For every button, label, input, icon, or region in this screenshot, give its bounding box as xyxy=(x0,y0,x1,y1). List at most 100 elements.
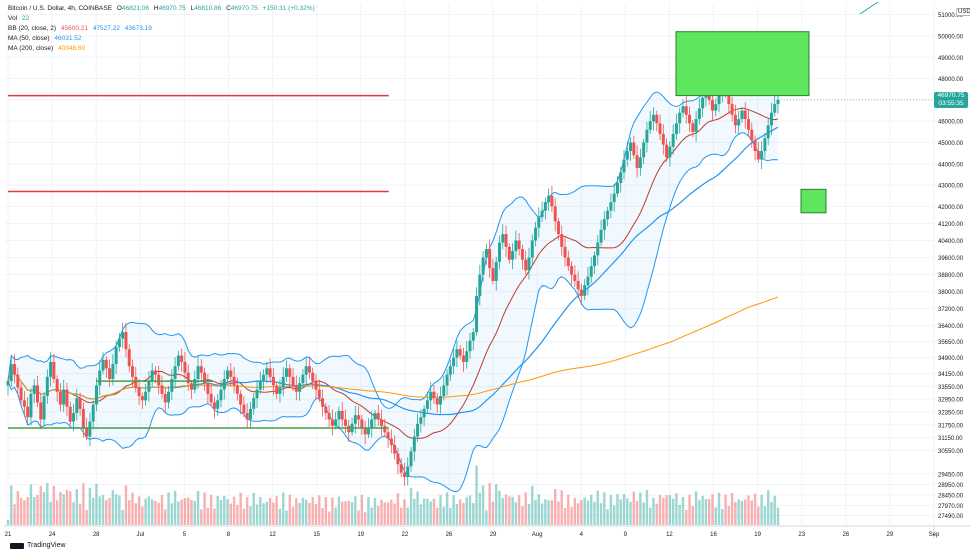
volume-bar xyxy=(649,507,652,525)
candle-body xyxy=(317,389,321,399)
candle-body xyxy=(743,110,747,120)
candle-body xyxy=(383,425,387,433)
volume-bar xyxy=(137,496,141,525)
candle-body xyxy=(612,193,616,203)
candle-body xyxy=(258,381,262,390)
volume-bar xyxy=(714,507,717,525)
candle-body xyxy=(340,410,344,420)
price-tick-label: 28950.00 xyxy=(938,483,964,489)
price-tick-label: 38000.00 xyxy=(938,290,964,296)
candle-body xyxy=(681,106,685,113)
volume-bar xyxy=(78,503,82,525)
volume-bar xyxy=(563,507,567,525)
ma50-label: MA (50, close) xyxy=(8,35,50,42)
candle-body xyxy=(632,142,636,156)
volume-bar xyxy=(36,494,39,525)
candle-body xyxy=(32,385,36,394)
volume-bar xyxy=(69,491,72,525)
volume-bar xyxy=(622,494,626,525)
volume-bar xyxy=(740,500,744,525)
legend-bb-row[interactable]: BB (20, close, 2) 45600.21 47527.22 4367… xyxy=(8,24,315,34)
volume-bar xyxy=(491,501,495,525)
volume-bar xyxy=(62,494,65,525)
volume-bar xyxy=(553,489,557,525)
candle-body xyxy=(121,332,125,339)
candle-body xyxy=(327,413,331,420)
volume-bar xyxy=(327,511,331,525)
candle-body xyxy=(599,229,603,243)
volume-bar xyxy=(721,508,724,525)
volume-bar xyxy=(426,498,429,525)
volume-bar xyxy=(180,499,183,525)
candle-body xyxy=(419,417,423,424)
candle-body xyxy=(157,374,161,386)
candle-body xyxy=(203,372,207,384)
ma200-value: 40348.60 xyxy=(57,45,86,52)
volume-bar xyxy=(370,507,373,525)
candle-body xyxy=(694,119,698,132)
candle-body xyxy=(337,410,341,420)
candle-body xyxy=(556,221,560,235)
volume-bar xyxy=(531,485,534,525)
volume-bar xyxy=(580,499,583,525)
volume-bar xyxy=(717,492,721,525)
volume-bar xyxy=(111,490,115,525)
volume-bar xyxy=(419,504,423,525)
volume-bar xyxy=(249,506,252,525)
volume-bar xyxy=(698,499,701,525)
price-tick-label: 31150.00 xyxy=(938,436,963,442)
volume-bar xyxy=(354,496,357,525)
candle-body xyxy=(94,385,98,405)
candle-body xyxy=(153,370,157,375)
candle-body xyxy=(596,242,600,256)
volume-bar xyxy=(144,498,147,525)
volume-bar xyxy=(88,487,92,525)
candle-body xyxy=(458,349,462,356)
time-tick-label: 24 xyxy=(49,532,56,538)
candle-body xyxy=(9,364,13,382)
time-tick-label: 26 xyxy=(446,532,453,538)
volume-bar xyxy=(668,495,672,525)
legend-ma200-row[interactable]: MA (200, close) 40348.60 xyxy=(8,44,315,54)
volume-bar xyxy=(560,490,563,525)
volume-bar xyxy=(275,495,278,525)
volume-bar xyxy=(223,495,226,525)
volume-bar xyxy=(724,494,727,525)
tradingview-logo[interactable]: TradingView xyxy=(10,542,66,549)
volume-bar xyxy=(347,500,350,525)
legend-volume-row[interactable]: Vol 22 xyxy=(8,14,315,24)
volume-bar xyxy=(33,496,36,525)
volume-bar xyxy=(114,494,118,525)
currency-badge[interactable]: USD xyxy=(956,8,970,16)
candle-body xyxy=(658,123,662,134)
candle-body xyxy=(442,385,446,397)
volume-bar xyxy=(576,503,580,525)
volume-bar xyxy=(39,485,42,525)
volume-bar xyxy=(537,494,541,525)
candle-body xyxy=(255,389,259,399)
candle-body xyxy=(242,404,246,414)
time-tick-label: 8 xyxy=(227,532,231,538)
legend-ma50-row[interactable]: MA (50, close) 46031.52 xyxy=(8,34,315,44)
volume-bar xyxy=(481,485,485,525)
candle-body xyxy=(586,276,590,286)
price-tick-label: 48000.00 xyxy=(938,77,964,83)
candle-body xyxy=(671,133,675,147)
volume-bar xyxy=(488,483,491,525)
candle-body xyxy=(147,381,151,392)
volume-bar xyxy=(134,503,137,525)
candle-body xyxy=(553,206,557,222)
volume-bar xyxy=(124,485,128,525)
volume-bar xyxy=(206,507,210,525)
candle-body xyxy=(773,104,777,113)
volume-bar xyxy=(449,508,452,525)
candle-body xyxy=(651,114,655,122)
price-tick-label: 36400.00 xyxy=(938,324,964,330)
candle-body xyxy=(209,393,213,403)
candle-body xyxy=(481,257,485,275)
candle-body xyxy=(524,259,528,271)
candle-body xyxy=(452,357,456,367)
volume-bar xyxy=(599,503,603,525)
